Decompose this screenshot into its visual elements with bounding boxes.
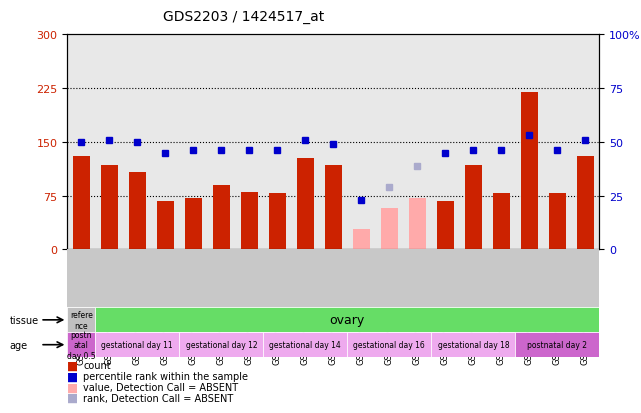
Text: postnatal day 2: postnatal day 2 (528, 340, 587, 349)
Text: rank, Detection Call = ABSENT: rank, Detection Call = ABSENT (83, 393, 233, 403)
Bar (269, 193, 286, 250)
Bar (381, 208, 397, 250)
Text: age: age (10, 340, 28, 350)
Text: refere
nce: refere nce (70, 311, 93, 330)
Bar (263, 332, 347, 357)
Text: gestational day 18: gestational day 18 (438, 340, 509, 349)
Text: value, Detection Call = ABSENT: value, Detection Call = ABSENT (83, 382, 238, 392)
Bar (521, 93, 538, 250)
Text: tissue: tissue (10, 315, 38, 325)
Text: gestational day 11: gestational day 11 (101, 340, 173, 349)
Text: ■: ■ (67, 380, 78, 394)
Text: postn
atal
day 0.5: postn atal day 0.5 (67, 330, 96, 360)
Bar (465, 165, 482, 250)
Bar (297, 158, 313, 250)
Text: percentile rank within the sample: percentile rank within the sample (83, 371, 248, 381)
Bar (241, 192, 258, 250)
Bar (213, 185, 229, 250)
Text: ■: ■ (67, 359, 78, 372)
Bar (185, 198, 202, 250)
Bar (577, 157, 594, 250)
Bar (325, 165, 342, 250)
Bar (549, 194, 566, 250)
Bar (179, 332, 263, 357)
Bar (409, 198, 426, 250)
Bar (96, 332, 179, 357)
Bar (437, 201, 454, 250)
Bar (347, 332, 431, 357)
Bar (101, 165, 118, 250)
Text: gestational day 16: gestational day 16 (353, 340, 425, 349)
Text: gestational day 12: gestational day 12 (185, 340, 257, 349)
Bar (515, 332, 599, 357)
Bar (67, 308, 96, 332)
Bar (73, 157, 90, 250)
Text: ■: ■ (67, 370, 78, 383)
Text: gestational day 14: gestational day 14 (269, 340, 341, 349)
Bar (157, 201, 174, 250)
Bar (129, 173, 146, 250)
Bar (67, 332, 96, 357)
Text: GDS2203 / 1424517_at: GDS2203 / 1424517_at (163, 10, 324, 24)
Bar (493, 194, 510, 250)
Bar (431, 332, 515, 357)
Text: count: count (83, 361, 111, 370)
Bar (353, 230, 370, 250)
Text: ovary: ovary (329, 313, 365, 327)
Text: ■: ■ (67, 391, 78, 404)
